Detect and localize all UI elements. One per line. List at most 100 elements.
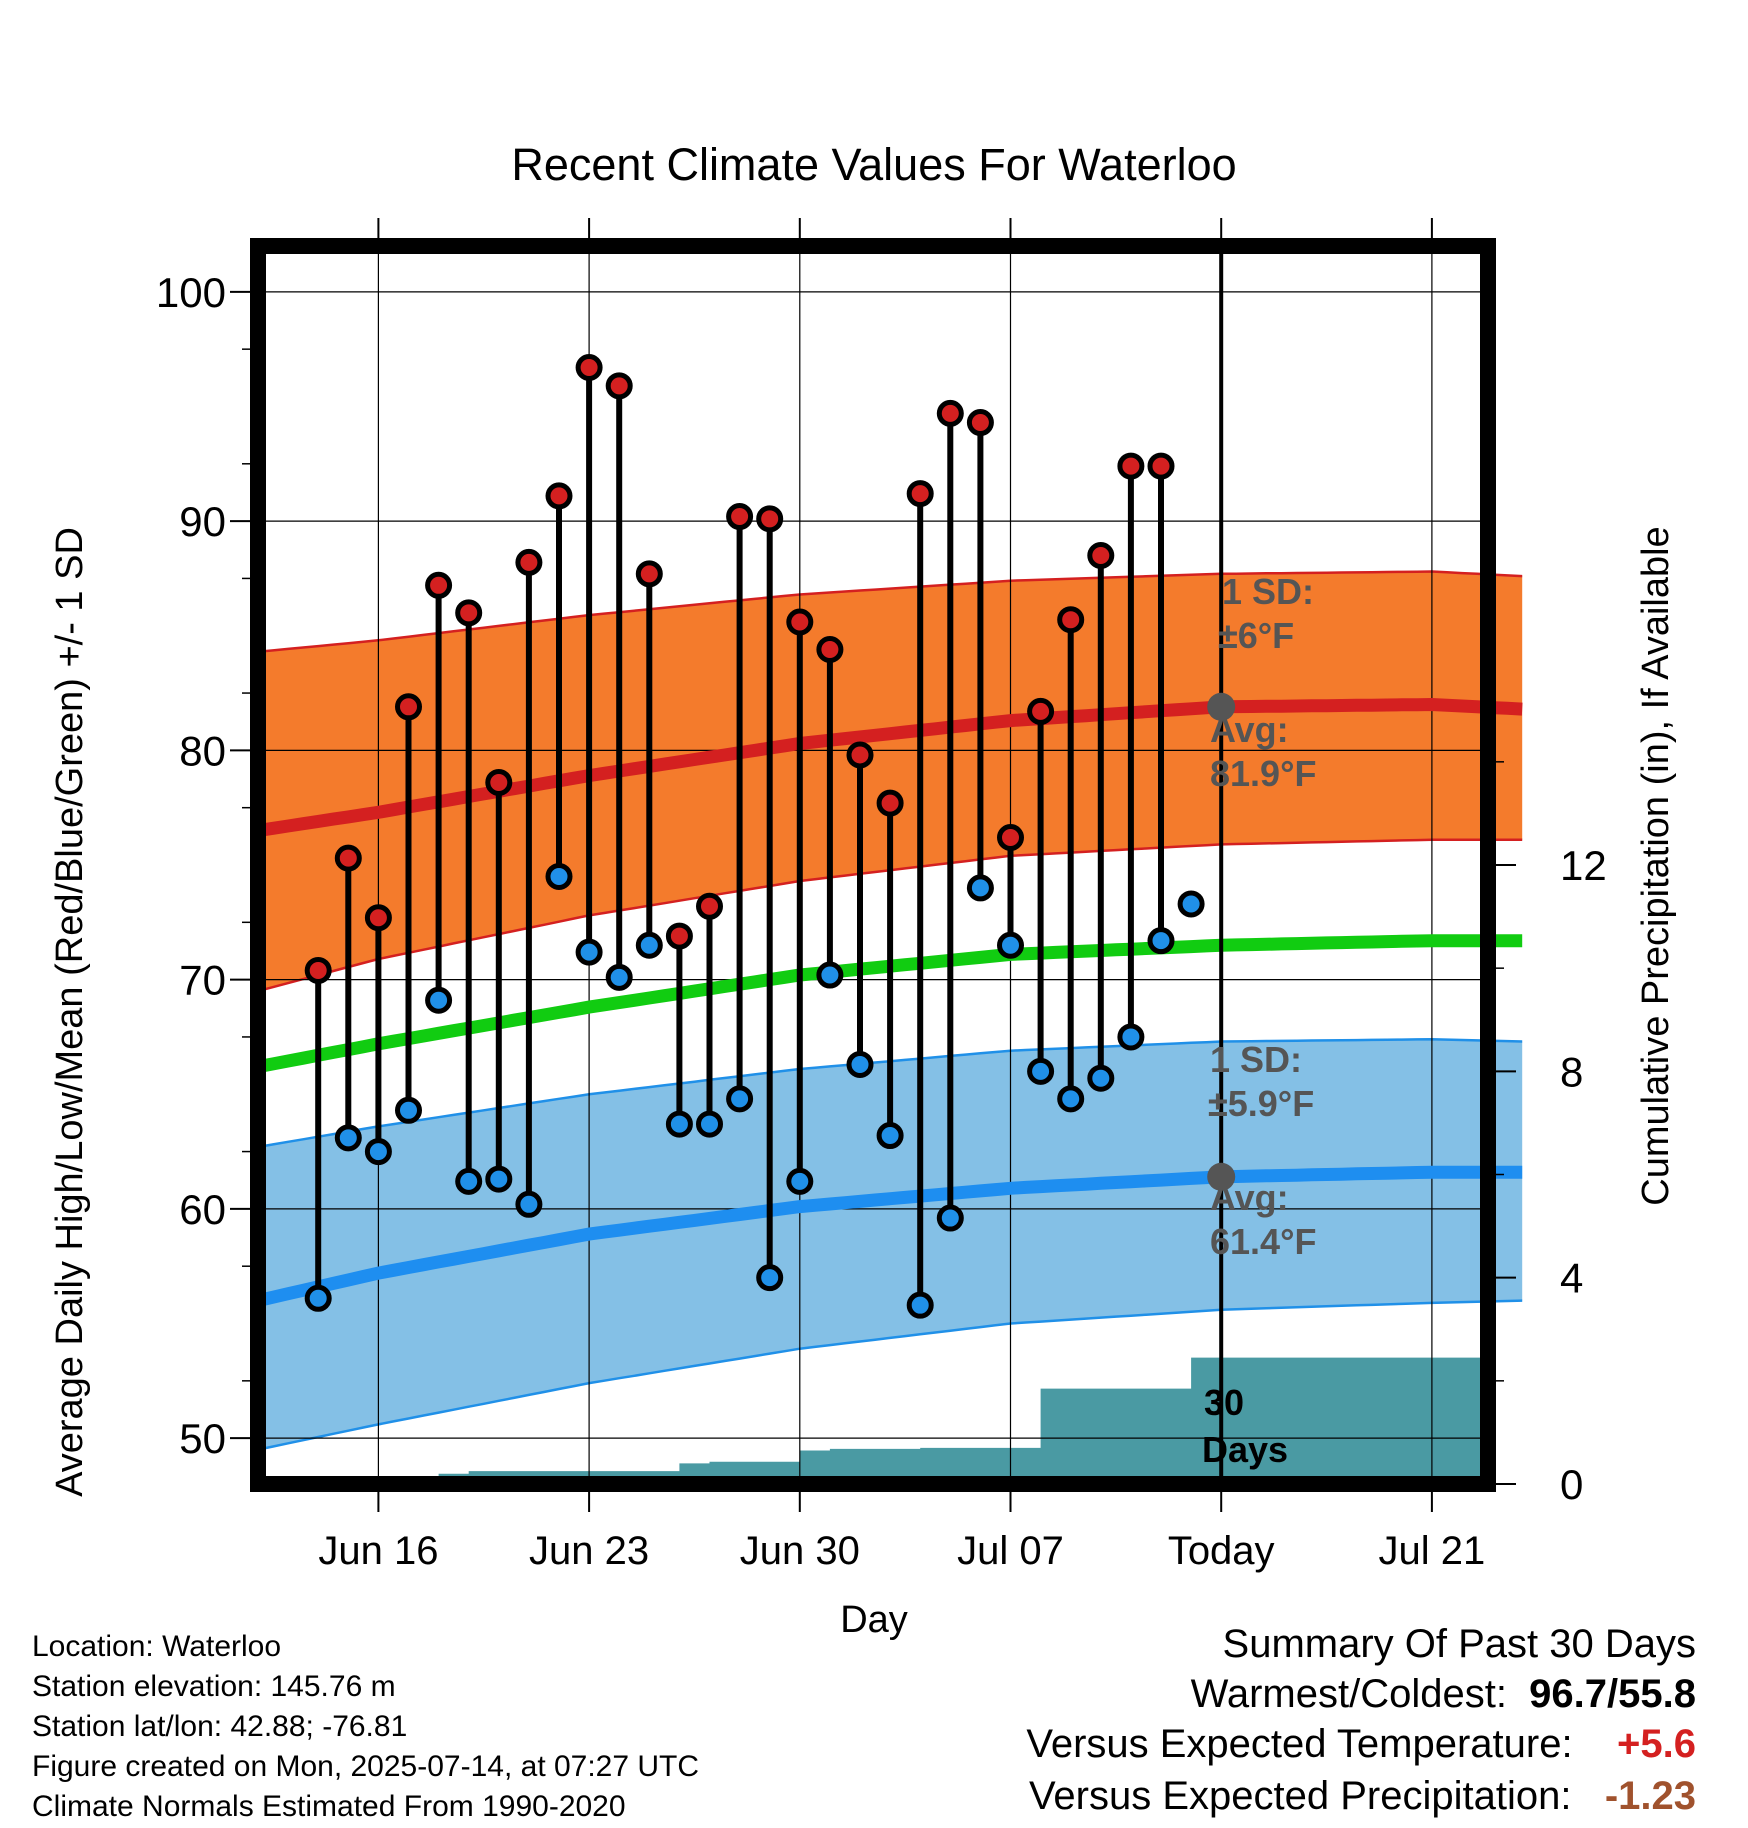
high-avg-value: 81.9°F bbox=[1210, 753, 1316, 794]
high-point bbox=[876, 789, 904, 817]
low-point bbox=[846, 1050, 874, 1078]
footer-location: Location: Waterloo bbox=[32, 1630, 282, 1663]
footer-normals: Climate Normals Estimated From 1990-2020 bbox=[32, 1790, 626, 1823]
precipitation-fill bbox=[408, 1357, 1488, 1484]
high-point bbox=[816, 635, 844, 663]
high-point bbox=[665, 922, 693, 950]
high-sd-value: ±6°F bbox=[1218, 615, 1294, 656]
high-point bbox=[726, 503, 754, 531]
high-point bbox=[635, 560, 663, 588]
x-tick-label: Jun 23 bbox=[529, 1529, 649, 1573]
x-tick-label: Jul 21 bbox=[1379, 1529, 1486, 1573]
low-avg-label: Avg: bbox=[1210, 1177, 1289, 1218]
low-sd-lower-edge bbox=[257, 1299, 1523, 1451]
high-point bbox=[515, 548, 543, 576]
today-high-normal-marker bbox=[1207, 692, 1236, 721]
high-point bbox=[1117, 452, 1145, 480]
precipitation-area bbox=[408, 1357, 1488, 1484]
low-point bbox=[545, 862, 573, 890]
high-point bbox=[1027, 697, 1055, 725]
grid-lines bbox=[258, 246, 1488, 1484]
y-tick-label: 50 bbox=[179, 1415, 226, 1462]
low-point bbox=[515, 1190, 543, 1218]
high-point bbox=[997, 823, 1024, 851]
chart-title: Recent Climate Values For Waterloo bbox=[511, 139, 1236, 190]
low-point bbox=[997, 931, 1024, 959]
footer-created: Figure created on Mon, 2025-07-14, at 07… bbox=[32, 1750, 700, 1783]
low-point bbox=[1147, 927, 1175, 955]
low-point bbox=[1057, 1085, 1085, 1113]
low-point bbox=[635, 931, 663, 959]
low-avg-value: 61.4°F bbox=[1210, 1221, 1316, 1262]
summary-precip-label: Versus Expected Precipitation: bbox=[1028, 1774, 1572, 1818]
summary-temp-value: +5.6 bbox=[1617, 1722, 1696, 1766]
low-point bbox=[1177, 890, 1205, 918]
y-tick-label: 80 bbox=[179, 727, 226, 774]
high-point bbox=[846, 741, 874, 769]
summary-title: Summary Of Past 30 Days bbox=[1222, 1622, 1696, 1666]
low-point bbox=[816, 961, 844, 989]
high-sd-band bbox=[258, 571, 1523, 992]
y2-axis-label: Cumulative Precipitation (in), If Availa… bbox=[1635, 526, 1677, 1205]
low-sd-band bbox=[258, 1039, 1523, 1450]
high-point bbox=[485, 768, 513, 796]
x-tick-label: Jul 07 bbox=[957, 1529, 1064, 1573]
high-point bbox=[1057, 606, 1085, 634]
low-point bbox=[425, 986, 453, 1014]
y2-tick-label: 8 bbox=[1560, 1048, 1583, 1095]
high-point bbox=[786, 608, 814, 636]
summary-temp-row: Versus Expected Temperature: +5.6 bbox=[1026, 1722, 1696, 1767]
footer-elevation: Station elevation: 145.76 m bbox=[32, 1670, 396, 1703]
y2-tick-label: 12 bbox=[1560, 842, 1607, 889]
low-point bbox=[575, 938, 603, 966]
low-point bbox=[696, 1110, 723, 1138]
days-count-label: 30 bbox=[1204, 1382, 1244, 1423]
low-point bbox=[665, 1110, 693, 1138]
low-sd-value: ±5.9°F bbox=[1208, 1083, 1314, 1124]
low-point bbox=[334, 1124, 362, 1152]
low-point bbox=[485, 1165, 513, 1193]
y-tick-label: 60 bbox=[179, 1186, 226, 1233]
high-point bbox=[545, 482, 573, 510]
high-sd-label: 1 SD: bbox=[1222, 571, 1314, 612]
high-point bbox=[575, 354, 603, 382]
chart-annotations: 1 SD: ±6°F Avg: 81.9°F 1 SD: ±5.9°F Avg:… bbox=[1202, 571, 1316, 1470]
high-avg-label: Avg: bbox=[1210, 709, 1289, 750]
high-point bbox=[425, 571, 453, 599]
x-tick-label: Today bbox=[1168, 1529, 1275, 1573]
high-point bbox=[605, 372, 633, 400]
axes: 50 60 70 80 90 100 0 4 8 12 Jun 16 Jun 23 Jun 30 Jul … bbox=[156, 218, 1607, 1573]
low-point bbox=[1027, 1057, 1055, 1085]
high-point bbox=[756, 505, 784, 533]
y-tick-label: 70 bbox=[179, 957, 226, 1004]
summary-warmest-row: Warmest/Coldest: 96.7/55.8 bbox=[1191, 1672, 1696, 1717]
x-axis-label: Day bbox=[840, 1599, 908, 1641]
days-word-label: Days bbox=[1202, 1429, 1288, 1470]
high-point bbox=[455, 599, 483, 627]
high-point bbox=[696, 892, 723, 920]
x-tick-label: Jun 30 bbox=[740, 1529, 860, 1573]
low-point bbox=[756, 1264, 784, 1292]
y2-tick-label: 0 bbox=[1560, 1461, 1583, 1508]
high-point bbox=[334, 844, 362, 872]
low-point bbox=[1087, 1064, 1115, 1092]
summary-warmest-label: Warmest/Coldest: bbox=[1190, 1672, 1507, 1716]
summary-precip-value: -1.23 bbox=[1604, 1774, 1696, 1818]
low-point bbox=[726, 1085, 754, 1113]
y2-tick-label: 4 bbox=[1560, 1255, 1583, 1302]
daily-points bbox=[304, 354, 1205, 1319]
y-axis-label: Average Daily High/Low/Mean (Red/Blue/Gr… bbox=[49, 527, 91, 1497]
high-point bbox=[1147, 452, 1175, 480]
high-point bbox=[936, 399, 964, 427]
low-point bbox=[966, 874, 994, 902]
summary-warmest-value: 96.7/55.8 bbox=[1529, 1672, 1696, 1716]
low-point bbox=[936, 1204, 964, 1232]
high-point bbox=[1087, 542, 1115, 569]
low-point bbox=[304, 1284, 332, 1312]
y-tick-label: 100 bbox=[156, 269, 226, 316]
high-point bbox=[304, 956, 332, 984]
low-point bbox=[605, 963, 633, 991]
low-point bbox=[1117, 1023, 1145, 1051]
x-tick-label: Jun 16 bbox=[318, 1529, 438, 1573]
